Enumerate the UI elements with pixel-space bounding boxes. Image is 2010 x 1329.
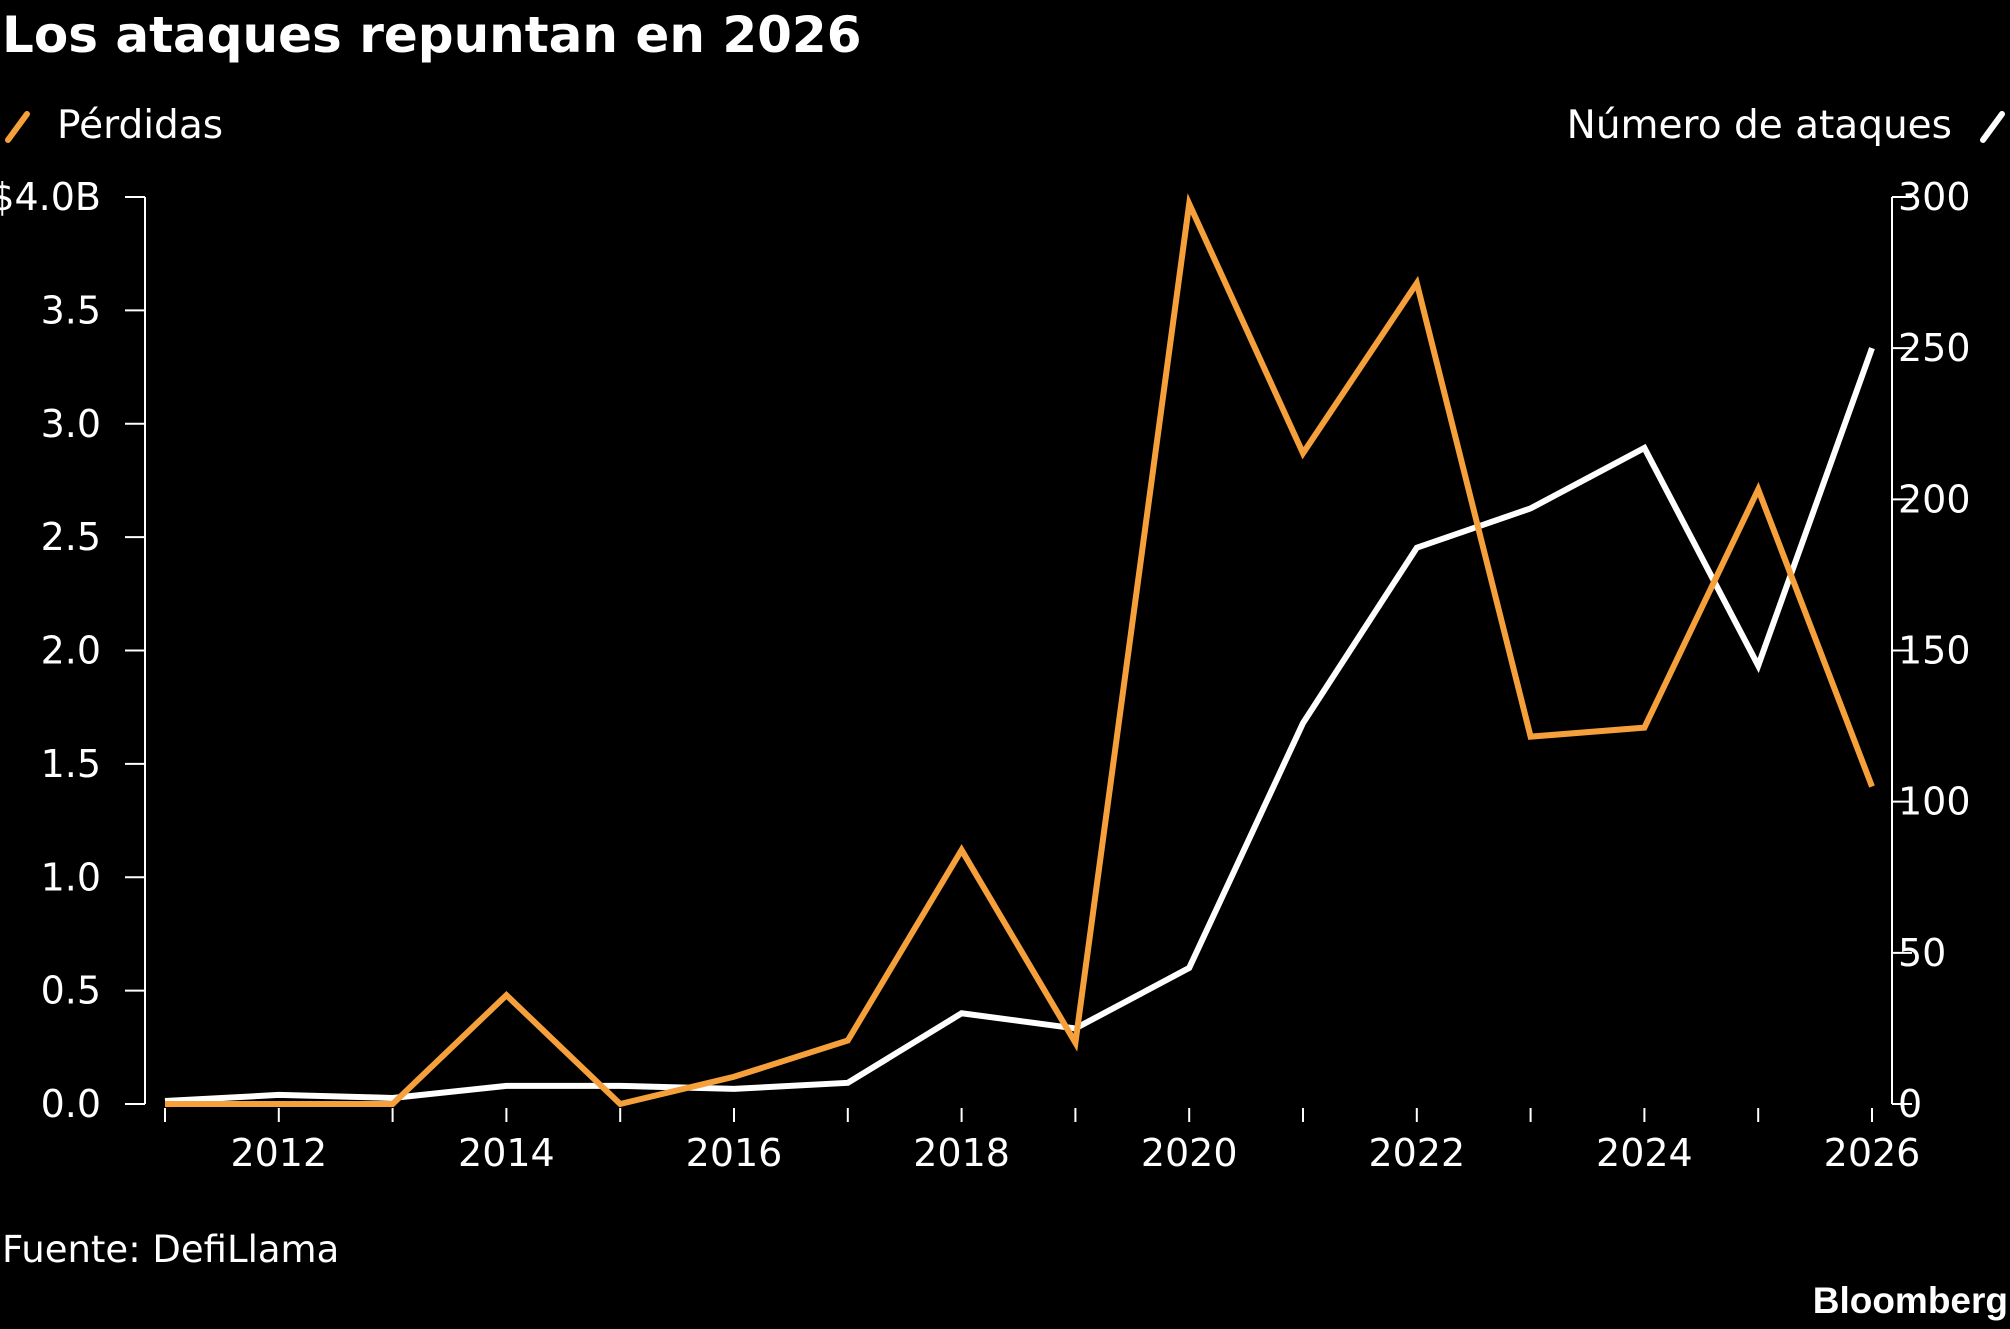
legend-swatch-perdidas [5,111,30,143]
left-tick-label: 0.5 [41,969,101,1013]
left-tick-label: 3.5 [41,288,101,332]
right-tick-label: 250 [1898,326,1971,370]
left-tick-label: $4.0B [0,175,101,219]
x-tick-label: 2014 [458,1131,555,1175]
right-tick-label: 100 [1898,780,1971,824]
left-tick-label: 2.0 [41,629,101,673]
left-tick-label: 2.5 [41,515,101,559]
x-tick-label: 2016 [686,1131,783,1175]
source-note: Fuente: DefiLlama [2,1228,339,1271]
legend-swatch-numero-ataques [1980,111,2005,143]
series-line-numero-ataques [164,347,1875,1104]
plot-lines [164,193,1875,1108]
right-tick-label: 200 [1898,477,1971,521]
legend: Pérdidas Número de ataques [5,103,2005,148]
left-tick-label: 0.0 [41,1082,101,1126]
right-tick-label: 50 [1898,931,1946,975]
bloomberg-logo: Bloomberg [1813,1280,2008,1321]
x-tick-label: 2022 [1368,1131,1465,1175]
x-tick-label: 2020 [1141,1131,1238,1175]
legend-label-numero-ataques: Número de ataques [1567,103,1952,148]
chart-title: Los ataques repuntan en 2026 [2,6,862,64]
left-tick-label: 3.0 [41,402,101,446]
x-tick-label: 2024 [1596,1131,1693,1175]
right-tick-label: 300 [1898,175,1971,219]
x-tick-label: 2018 [913,1131,1010,1175]
right-tick-label: 0 [1898,1082,1922,1126]
legend-label-perdidas: Pérdidas [57,103,223,148]
x-tick-label: 2012 [230,1131,327,1175]
right-tick-label: 150 [1898,629,1971,673]
x-tick-label: 2026 [1824,1131,1921,1175]
series-line-perdidas [165,193,1875,1108]
left-tick-label: 1.5 [41,742,101,786]
left-tick-label: 1.0 [41,855,101,899]
axes: $4.0B 3.5 3.0 2.5 2.0 1.5 1.0 0.5 0.0 300 250 200 15… [0,175,1971,1175]
